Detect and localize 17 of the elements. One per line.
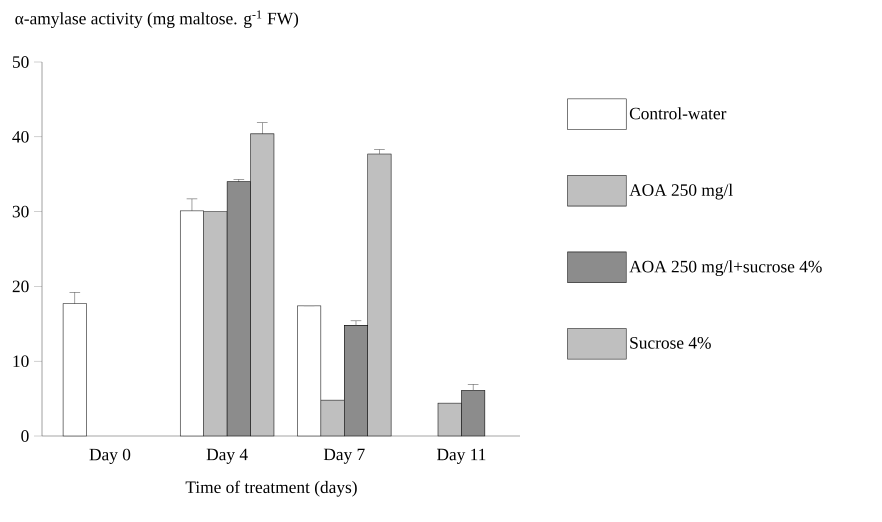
legend-label: Sucrose 4% [630,337,711,349]
legend-label: Control-water [630,107,726,120]
y-tick-label: 20 [12,280,29,292]
y-tick-label: 10 [13,355,29,368]
x-axis-title: Time of treatment (days) [186,480,357,497]
bar [62,303,87,436]
y-tick-label: 40 [12,130,29,143]
legend-label: AOA 250 mg/l+sucrose 4% [629,260,822,276]
legend-label: AOA 250 mg/l [629,184,733,200]
y-tick-label: 50 [12,56,29,68]
y-tick-label: 0 [21,430,29,442]
x-tick-label: Day 7 [324,448,365,464]
y-tick-label: 30 [12,206,29,218]
x-tick-label: Day 0 [90,448,130,464]
x-tick-label: Day 4 [206,448,248,464]
x-tick-label: Day 11 [436,448,486,464]
y-axis-title: α-amylase activity (mg maltose. g$^{-1}$ FW) [15,10,298,28]
